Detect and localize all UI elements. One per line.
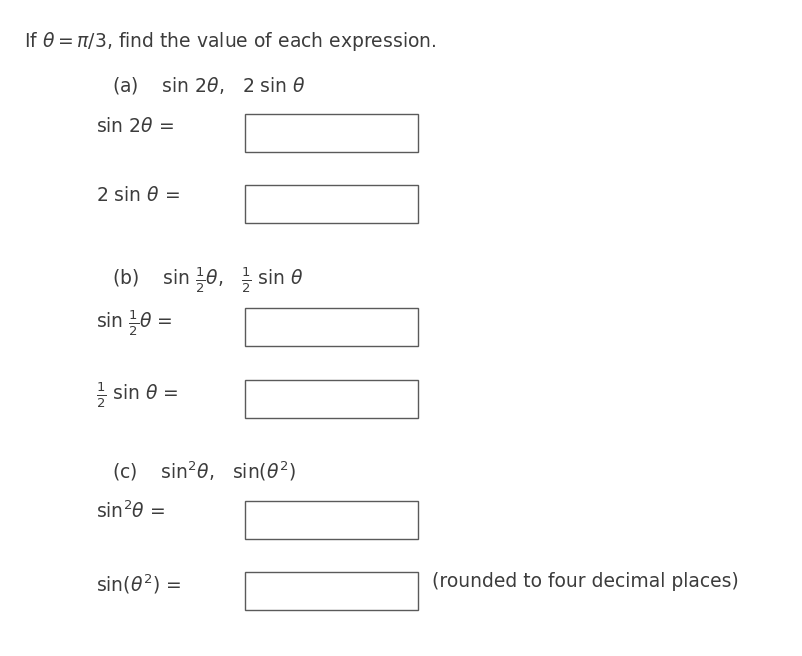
FancyBboxPatch shape bbox=[245, 114, 417, 152]
FancyBboxPatch shape bbox=[245, 380, 417, 418]
FancyBboxPatch shape bbox=[245, 185, 417, 223]
Text: (b)    sin $\frac{1}{2}\theta$,   $\frac{1}{2}$ sin $\theta$: (b) sin $\frac{1}{2}\theta$, $\frac{1}{2… bbox=[112, 266, 304, 295]
Text: sin $\frac{1}{2}\theta$ =: sin $\frac{1}{2}\theta$ = bbox=[96, 308, 173, 338]
FancyBboxPatch shape bbox=[245, 501, 417, 539]
Text: If $\theta = \pi/3$, find the value of each expression.: If $\theta = \pi/3$, find the value of e… bbox=[24, 30, 436, 52]
Text: 2 sin $\theta$ =: 2 sin $\theta$ = bbox=[96, 186, 180, 205]
Text: $\frac{1}{2}$ sin $\theta$ =: $\frac{1}{2}$ sin $\theta$ = bbox=[96, 380, 179, 410]
Text: sin($\theta^2$) =: sin($\theta^2$) = bbox=[96, 572, 181, 596]
Text: (c)    sin$^2\theta$,   sin($\theta^2$): (c) sin$^2\theta$, sin($\theta^2$) bbox=[112, 459, 296, 483]
FancyBboxPatch shape bbox=[245, 308, 417, 346]
Text: sin 2$\theta$ =: sin 2$\theta$ = bbox=[96, 117, 174, 136]
Text: (a)    sin 2$\theta$,   2 sin $\theta$: (a) sin 2$\theta$, 2 sin $\theta$ bbox=[112, 75, 306, 96]
FancyBboxPatch shape bbox=[245, 572, 417, 610]
Text: sin$^2\theta$ =: sin$^2\theta$ = bbox=[96, 501, 165, 522]
Text: (rounded to four decimal places): (rounded to four decimal places) bbox=[431, 572, 738, 591]
